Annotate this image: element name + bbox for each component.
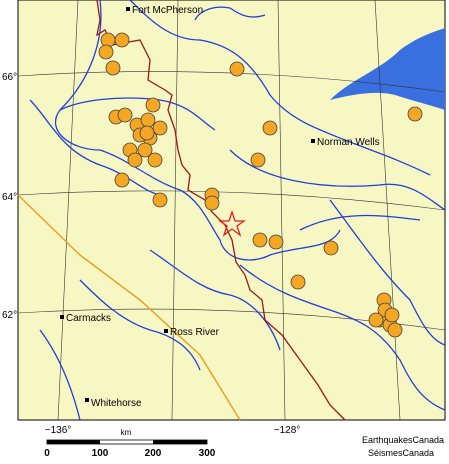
towns: Fort McPherson Norman Wells Carmacks Ros… xyxy=(60,5,380,409)
town-marker xyxy=(311,139,315,143)
scale-tick-label: 0 xyxy=(44,448,50,459)
latitude-label: 66° xyxy=(2,72,17,83)
scale-bar: km 0 100 200 300 xyxy=(44,428,216,459)
town-label: Carmacks xyxy=(66,313,111,324)
town-label: Ross River xyxy=(170,327,220,338)
earthquake xyxy=(127,152,143,168)
rivers xyxy=(29,0,446,421)
town-marker xyxy=(85,398,89,402)
longitude-label: −128° xyxy=(274,425,301,436)
map-area xyxy=(17,0,446,421)
latitude-label: 62° xyxy=(2,310,17,321)
credit: EarthquakesCanada xyxy=(362,435,444,445)
earthquake xyxy=(204,195,220,211)
lake xyxy=(330,28,445,110)
earthquake xyxy=(407,106,423,122)
earthquake xyxy=(229,61,245,77)
earthquake xyxy=(152,192,168,208)
scale-unit: km xyxy=(121,428,132,437)
earthquake xyxy=(262,120,278,136)
earthquake xyxy=(250,152,266,168)
earthquake xyxy=(152,120,168,136)
earthquake xyxy=(323,240,339,256)
scale-tick-label: 100 xyxy=(92,448,109,459)
town-label: Whitehorse xyxy=(91,398,142,409)
town-marker xyxy=(126,7,130,11)
earthquake xyxy=(98,44,114,60)
earthquake xyxy=(384,307,400,323)
territorial-boundary xyxy=(96,0,346,421)
latitude-label: 64° xyxy=(2,192,17,203)
earthquake xyxy=(290,274,306,290)
town-label: Fort McPherson xyxy=(132,5,203,16)
scale-bar-segment xyxy=(47,440,100,444)
scale-tick-label: 200 xyxy=(145,448,162,459)
earthquake xyxy=(268,234,284,250)
scale-tick-label: 300 xyxy=(199,448,216,459)
credit: SéismesCanada xyxy=(368,448,434,458)
earthquake xyxy=(114,172,130,188)
earthquake xyxy=(252,232,268,248)
longitude-label: −136° xyxy=(45,425,72,436)
earthquake xyxy=(140,112,156,128)
earthquake xyxy=(137,142,153,158)
town-marker xyxy=(60,315,64,319)
earthquake xyxy=(368,312,384,328)
main-event-star xyxy=(217,209,247,237)
earthquake xyxy=(105,60,121,76)
highway xyxy=(17,194,241,421)
earthquake xyxy=(387,322,403,338)
earthquake xyxy=(145,97,161,113)
scale-bar-segment xyxy=(153,440,207,444)
town-marker xyxy=(164,329,168,333)
town-label: Norman Wells xyxy=(317,137,380,148)
earthquake xyxy=(114,32,130,48)
earthquake xyxy=(139,125,155,141)
earthquake xyxy=(117,107,133,123)
earthquake xyxy=(147,152,163,168)
earthquakes xyxy=(98,32,423,338)
